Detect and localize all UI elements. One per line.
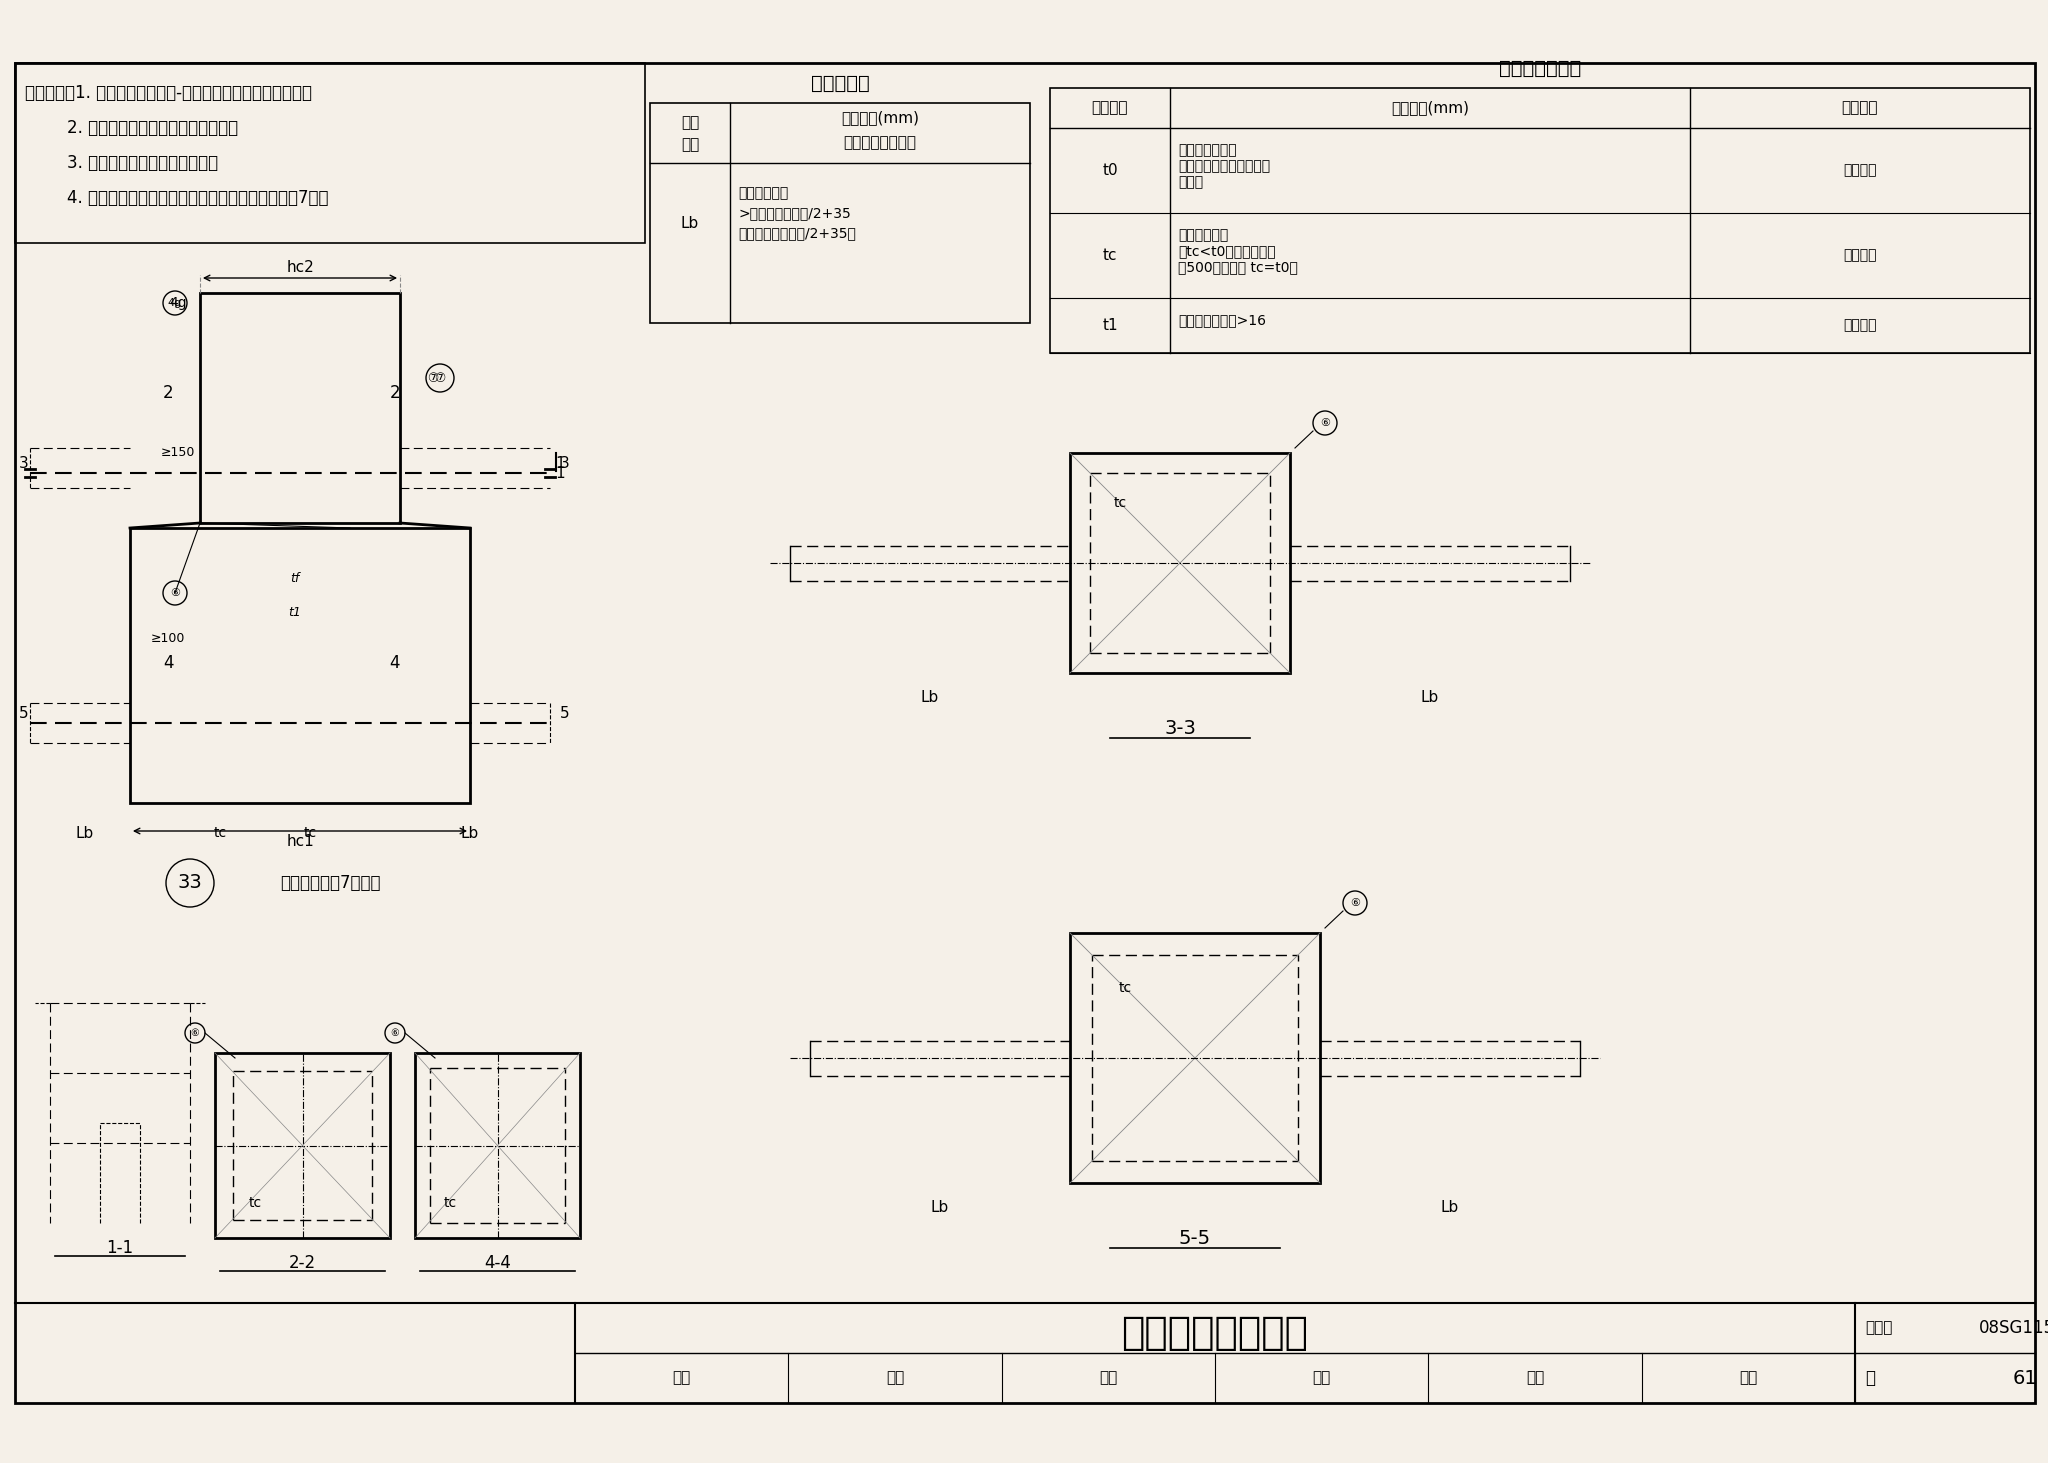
Text: 3: 3 xyxy=(18,455,29,471)
Text: Lb: Lb xyxy=(680,215,698,231)
Text: 5: 5 xyxy=(18,705,29,720)
Text: 节点钢板厚度表: 节点钢板厚度表 xyxy=(1499,59,1581,78)
Text: tc: tc xyxy=(1118,982,1133,995)
Text: 校对: 校对 xyxy=(1100,1371,1118,1385)
Text: 板厚取值(mm): 板厚取值(mm) xyxy=(1391,101,1468,116)
Text: ⑥: ⑥ xyxy=(391,1028,399,1039)
Text: 2-2: 2-2 xyxy=(289,1254,315,1271)
Text: 材质要求: 材质要求 xyxy=(1841,101,1878,116)
Text: 与梁相同: 与梁相同 xyxy=(1843,164,1876,177)
Text: 61: 61 xyxy=(2013,1368,2038,1387)
Text: 中林: 中林 xyxy=(887,1371,903,1385)
Text: 08SG115-1: 08SG115-1 xyxy=(1978,1320,2048,1337)
Text: ⑥: ⑥ xyxy=(1321,418,1329,429)
Text: 审核: 审核 xyxy=(672,1371,690,1385)
Text: Lb: Lb xyxy=(461,825,479,841)
Text: 与柱相同: 与柱相同 xyxy=(1843,249,1876,262)
Bar xyxy=(1051,88,2030,353)
Bar xyxy=(649,102,1030,323)
Text: Lb: Lb xyxy=(76,825,94,841)
Text: 参数: 参数 xyxy=(680,116,698,130)
Bar xyxy=(129,528,469,803)
Text: Lb: Lb xyxy=(1421,691,1440,705)
Text: hc2: hc2 xyxy=(287,260,313,275)
Text: 柱翼缘厚度：
当tc<t0时，在梁上下
各500范围内取 tc=t0。: 柱翼缘厚度： 当tc<t0时，在梁上下 各500范围内取 tc=t0。 xyxy=(1178,228,1298,275)
Text: Lb: Lb xyxy=(1442,1201,1458,1216)
Text: tc: tc xyxy=(248,1195,262,1210)
Text: 参数取值(mm): 参数取值(mm) xyxy=(842,111,920,126)
Text: 王路: 王路 xyxy=(1313,1371,1331,1385)
Text: ⑥: ⑥ xyxy=(1350,898,1360,909)
Text: 4. 当梁与柱直接连接时，且抗震设防烈度不宜高于7度。: 4. 当梁与柱直接连接时，且抗震设防烈度不宜高于7度。 xyxy=(25,189,328,206)
Text: Lb: Lb xyxy=(922,691,940,705)
Text: t0: t0 xyxy=(1102,162,1118,178)
Text: 3. 梁柱节点宜采用短悬臂连接；: 3. 梁柱节点宜采用短悬臂连接； xyxy=(25,154,219,173)
Text: 4: 4 xyxy=(162,654,174,672)
Text: 梁连接长度：: 梁连接长度： xyxy=(737,186,788,200)
Text: tc: tc xyxy=(1102,249,1118,263)
Text: Lb: Lb xyxy=(932,1201,948,1216)
Text: 箱形柱变截面节点: 箱形柱变截面节点 xyxy=(1122,1314,1309,1352)
Text: tf: tf xyxy=(291,572,299,585)
Text: tc: tc xyxy=(303,827,317,840)
Bar xyxy=(1069,933,1321,1184)
Text: tc: tc xyxy=(444,1195,457,1210)
Text: 名称: 名称 xyxy=(680,138,698,152)
Text: ⑥: ⑥ xyxy=(190,1028,199,1039)
Text: 柱加劲肋厚度：
取各方向梁翼缘厚度的最
大值。: 柱加劲肋厚度： 取各方向梁翼缘厚度的最 大值。 xyxy=(1178,143,1270,189)
Text: 【腹板拼接板长度/2+35】: 【腹板拼接板长度/2+35】 xyxy=(737,225,856,240)
Text: 2: 2 xyxy=(389,383,399,402)
Text: ⑦: ⑦ xyxy=(434,372,446,385)
Text: 1: 1 xyxy=(555,455,565,471)
Text: 设计: 设计 xyxy=(1526,1371,1544,1385)
Bar xyxy=(416,1053,580,1238)
Text: 页: 页 xyxy=(1866,1369,1876,1387)
Text: 5: 5 xyxy=(561,705,569,720)
Text: t1: t1 xyxy=(1102,317,1118,334)
Bar xyxy=(201,293,399,522)
Text: 节点参数表: 节点参数表 xyxy=(811,73,868,92)
Text: 1-1: 1-1 xyxy=(106,1239,133,1257)
Text: 4g: 4g xyxy=(170,296,186,310)
Text: 2. 抗震设防地区及非抗震设防地区；: 2. 抗震设防地区及非抗震设防地区； xyxy=(25,119,238,138)
Text: ≥100: ≥100 xyxy=(152,632,184,645)
Text: 适用范围：1. 多高层钢结构、钢-混凝土混合结构中的钢框架；: 适用范围：1. 多高层钢结构、钢-混凝土混合结构中的钢框架； xyxy=(25,83,311,102)
Text: ⑦: ⑦ xyxy=(428,372,438,385)
Bar xyxy=(14,63,645,243)
Text: tc: tc xyxy=(1114,496,1126,511)
Text: t1: t1 xyxy=(289,607,301,619)
Text: 3-3: 3-3 xyxy=(1163,718,1196,737)
Text: 2: 2 xyxy=(162,383,174,402)
Text: 33: 33 xyxy=(178,873,203,892)
Text: 刘岚: 刘岚 xyxy=(1739,1371,1757,1385)
Text: 3: 3 xyxy=(559,455,569,471)
Text: 柱横隔板厚度：>16: 柱横隔板厚度：>16 xyxy=(1178,313,1266,328)
Text: ⑥: ⑥ xyxy=(170,588,180,598)
Text: 4-4: 4-4 xyxy=(483,1254,510,1271)
Bar xyxy=(215,1053,389,1238)
Text: >腹板拼接板长度/2+35: >腹板拼接板长度/2+35 xyxy=(737,206,850,219)
Text: 4: 4 xyxy=(389,654,399,672)
Bar xyxy=(1069,454,1290,673)
Text: 图集号: 图集号 xyxy=(1866,1321,1892,1336)
Text: hc1: hc1 xyxy=(287,834,313,849)
Text: ≥150: ≥150 xyxy=(162,446,195,459)
Text: 板厚符号: 板厚符号 xyxy=(1092,101,1128,116)
Text: 4g: 4g xyxy=(168,298,182,309)
Text: 限制值【参考值】: 限制值【参考值】 xyxy=(844,136,918,151)
Text: 1: 1 xyxy=(555,465,565,480)
Text: 未标注焊缝为7号焊缝: 未标注焊缝为7号焊缝 xyxy=(281,873,381,892)
Text: tc: tc xyxy=(213,827,227,840)
Text: 与柱相同: 与柱相同 xyxy=(1843,319,1876,332)
Text: 5-5: 5-5 xyxy=(1180,1229,1210,1248)
